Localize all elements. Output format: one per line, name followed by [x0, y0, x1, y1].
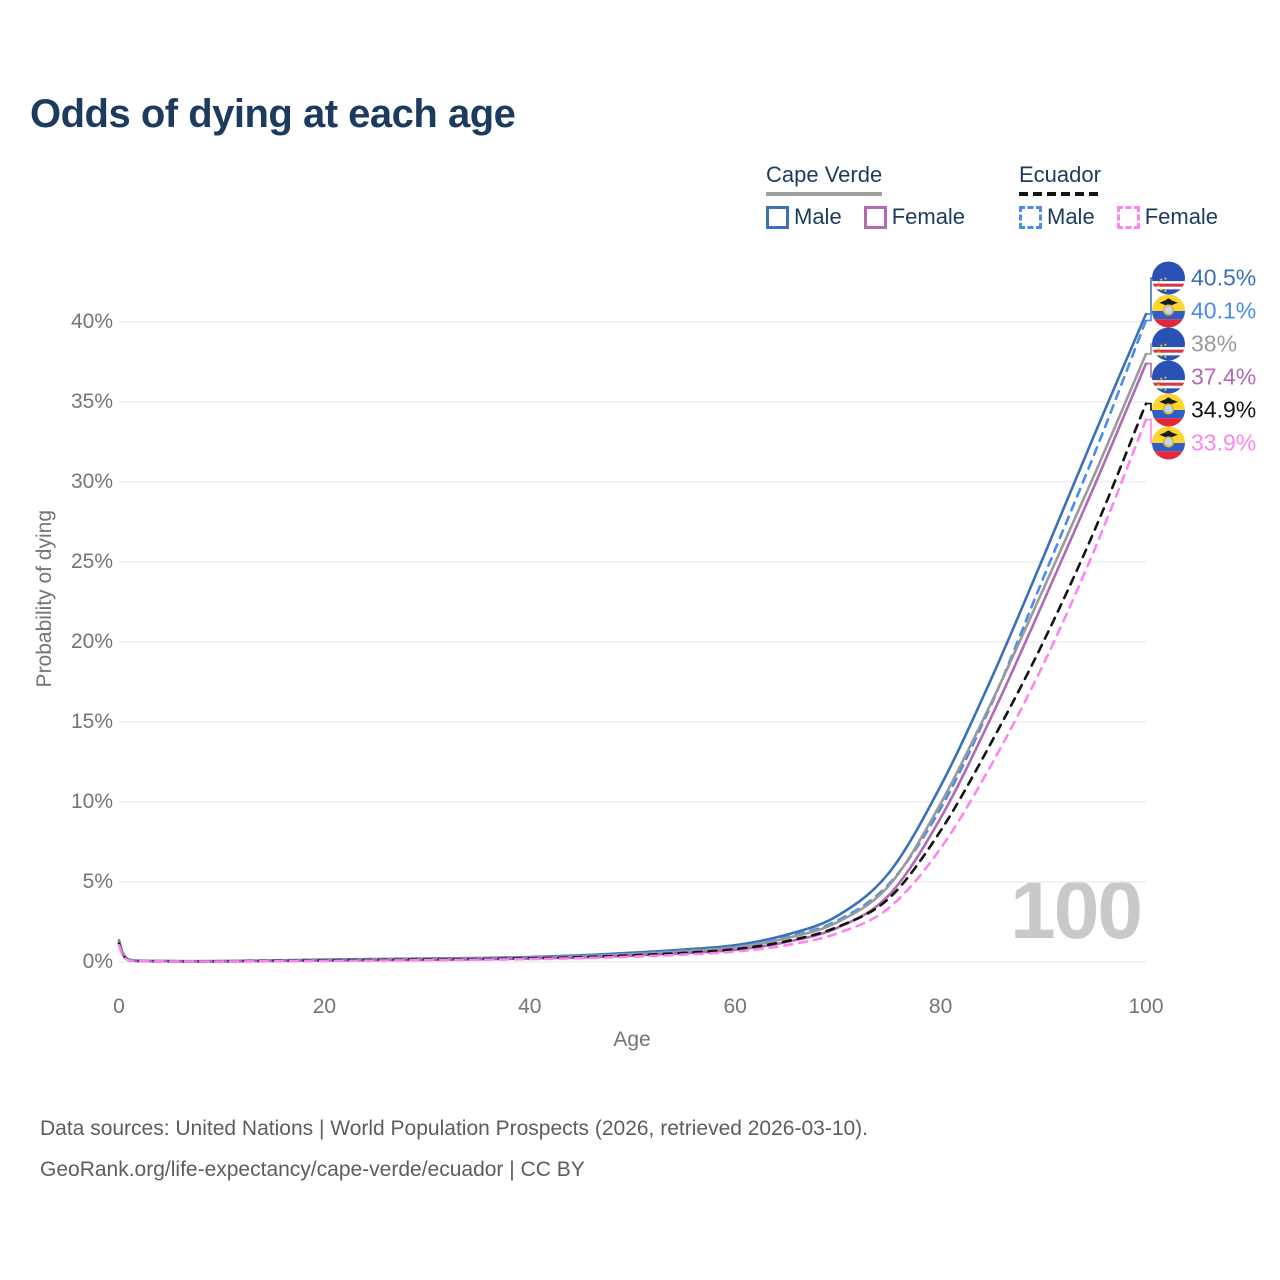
end-label-value: 34.9%	[1191, 396, 1257, 423]
legend-item-label: Female	[891, 204, 966, 229]
cape-verde-male-swatch	[766, 205, 789, 229]
y-tick-label-30%: 30%	[70, 470, 113, 493]
legend-item-label: Male	[794, 204, 842, 229]
y-tick-label-15%: 15%	[70, 710, 113, 733]
legend-group-ecuador: Ecuador Male Female	[1019, 162, 1218, 230]
end-label-value: 33.9%	[1191, 429, 1257, 456]
y-axis-title: Probability of dying	[33, 510, 56, 688]
footer-data-sources: Data sources: United Nations | World Pop…	[40, 1117, 869, 1140]
y-tick-label-5%: 5%	[82, 870, 113, 893]
age-cursor-watermark: 100	[1010, 865, 1143, 956]
series-line-cape-verde-female	[117, 362, 1148, 963]
legend-country-label: Cape Verde	[766, 162, 883, 187]
series-line-ecuador-male	[117, 319, 1148, 963]
cape-verde-flag-icon	[1152, 327, 1185, 361]
legend-country-cape-verde: Cape Verde	[766, 162, 883, 196]
end-label-ecuador-female: 33.9%	[1152, 426, 1257, 460]
ecuador-male-swatch	[1019, 205, 1042, 229]
y-tick-label-25%: 25%	[70, 550, 113, 573]
end-label-value: 40.5%	[1191, 264, 1257, 291]
x-tick-label-80: 80	[928, 995, 953, 1018]
cape-verde-female-swatch	[863, 205, 887, 229]
x-tick-label-60: 60	[723, 995, 747, 1018]
ecuador-flag-icon	[1152, 393, 1185, 427]
legend-country-ecuador: Ecuador	[1019, 162, 1101, 196]
x-tick-label-20: 20	[312, 995, 337, 1018]
end-label-value: 40.1%	[1191, 297, 1257, 324]
series-line-cape-verde	[117, 352, 1148, 963]
ecuador-female-swatch	[1116, 205, 1140, 229]
x-tick-label-40: 40	[518, 995, 542, 1018]
series-line-ecuador-female	[117, 418, 1148, 963]
cape-verde-linestyle-sample	[766, 192, 883, 196]
x-tick-label-0: 0	[113, 995, 125, 1018]
cape-verde-flag-icon	[1152, 261, 1185, 295]
ecuador-linestyle-sample	[1019, 192, 1101, 196]
end-label-ecuador-male: 40.1%	[1152, 294, 1257, 328]
end-label-value: 37.4%	[1191, 363, 1257, 390]
legend-group-cape-verde: Cape Verde Male Female	[766, 162, 965, 230]
end-label-cape-verde-female: 37.4%	[1152, 360, 1257, 394]
y-tick-label-10%: 10%	[70, 790, 113, 813]
legend-item-ecuador-female[interactable]: Female	[1116, 204, 1219, 230]
legend-item-label: Male	[1047, 204, 1095, 229]
end-label-cape-verde: 38%	[1152, 327, 1238, 361]
legend-item-label: Female	[1144, 204, 1219, 229]
legend-item-cape-verde-male[interactable]: Male	[766, 204, 842, 230]
footer: Data sources: United Nations | World Pop…	[40, 1108, 868, 1190]
series-line-cape-verde-male	[117, 312, 1148, 963]
end-label-cape-verde-male: 40.5%	[1152, 261, 1257, 295]
x-tick-label-100: 100	[1128, 995, 1164, 1018]
y-tick-label-40%: 40%	[70, 310, 113, 333]
legend-country-label: Ecuador	[1019, 162, 1101, 187]
end-label-value: 38%	[1191, 330, 1238, 357]
x-axis-title: Age	[613, 1028, 651, 1051]
ecuador-flag-icon	[1152, 426, 1185, 460]
legend-item-cape-verde-female[interactable]: Female	[863, 204, 966, 230]
y-tick-label-0%: 0%	[82, 950, 113, 973]
y-tick-label-20%: 20%	[70, 630, 113, 653]
legend-item-ecuador-male[interactable]: Male	[1019, 204, 1095, 230]
end-label-ecuador: 34.9%	[1152, 393, 1257, 427]
ecuador-flag-icon	[1152, 294, 1185, 328]
footer-attribution: GeoRank.org/life-expectancy/cape-verde/e…	[40, 1158, 585, 1181]
series-line-ecuador	[117, 402, 1148, 963]
y-tick-label-35%: 35%	[70, 390, 113, 413]
page-title: Odds of dying at each age	[30, 92, 516, 136]
cape-verde-flag-icon	[1152, 360, 1185, 394]
